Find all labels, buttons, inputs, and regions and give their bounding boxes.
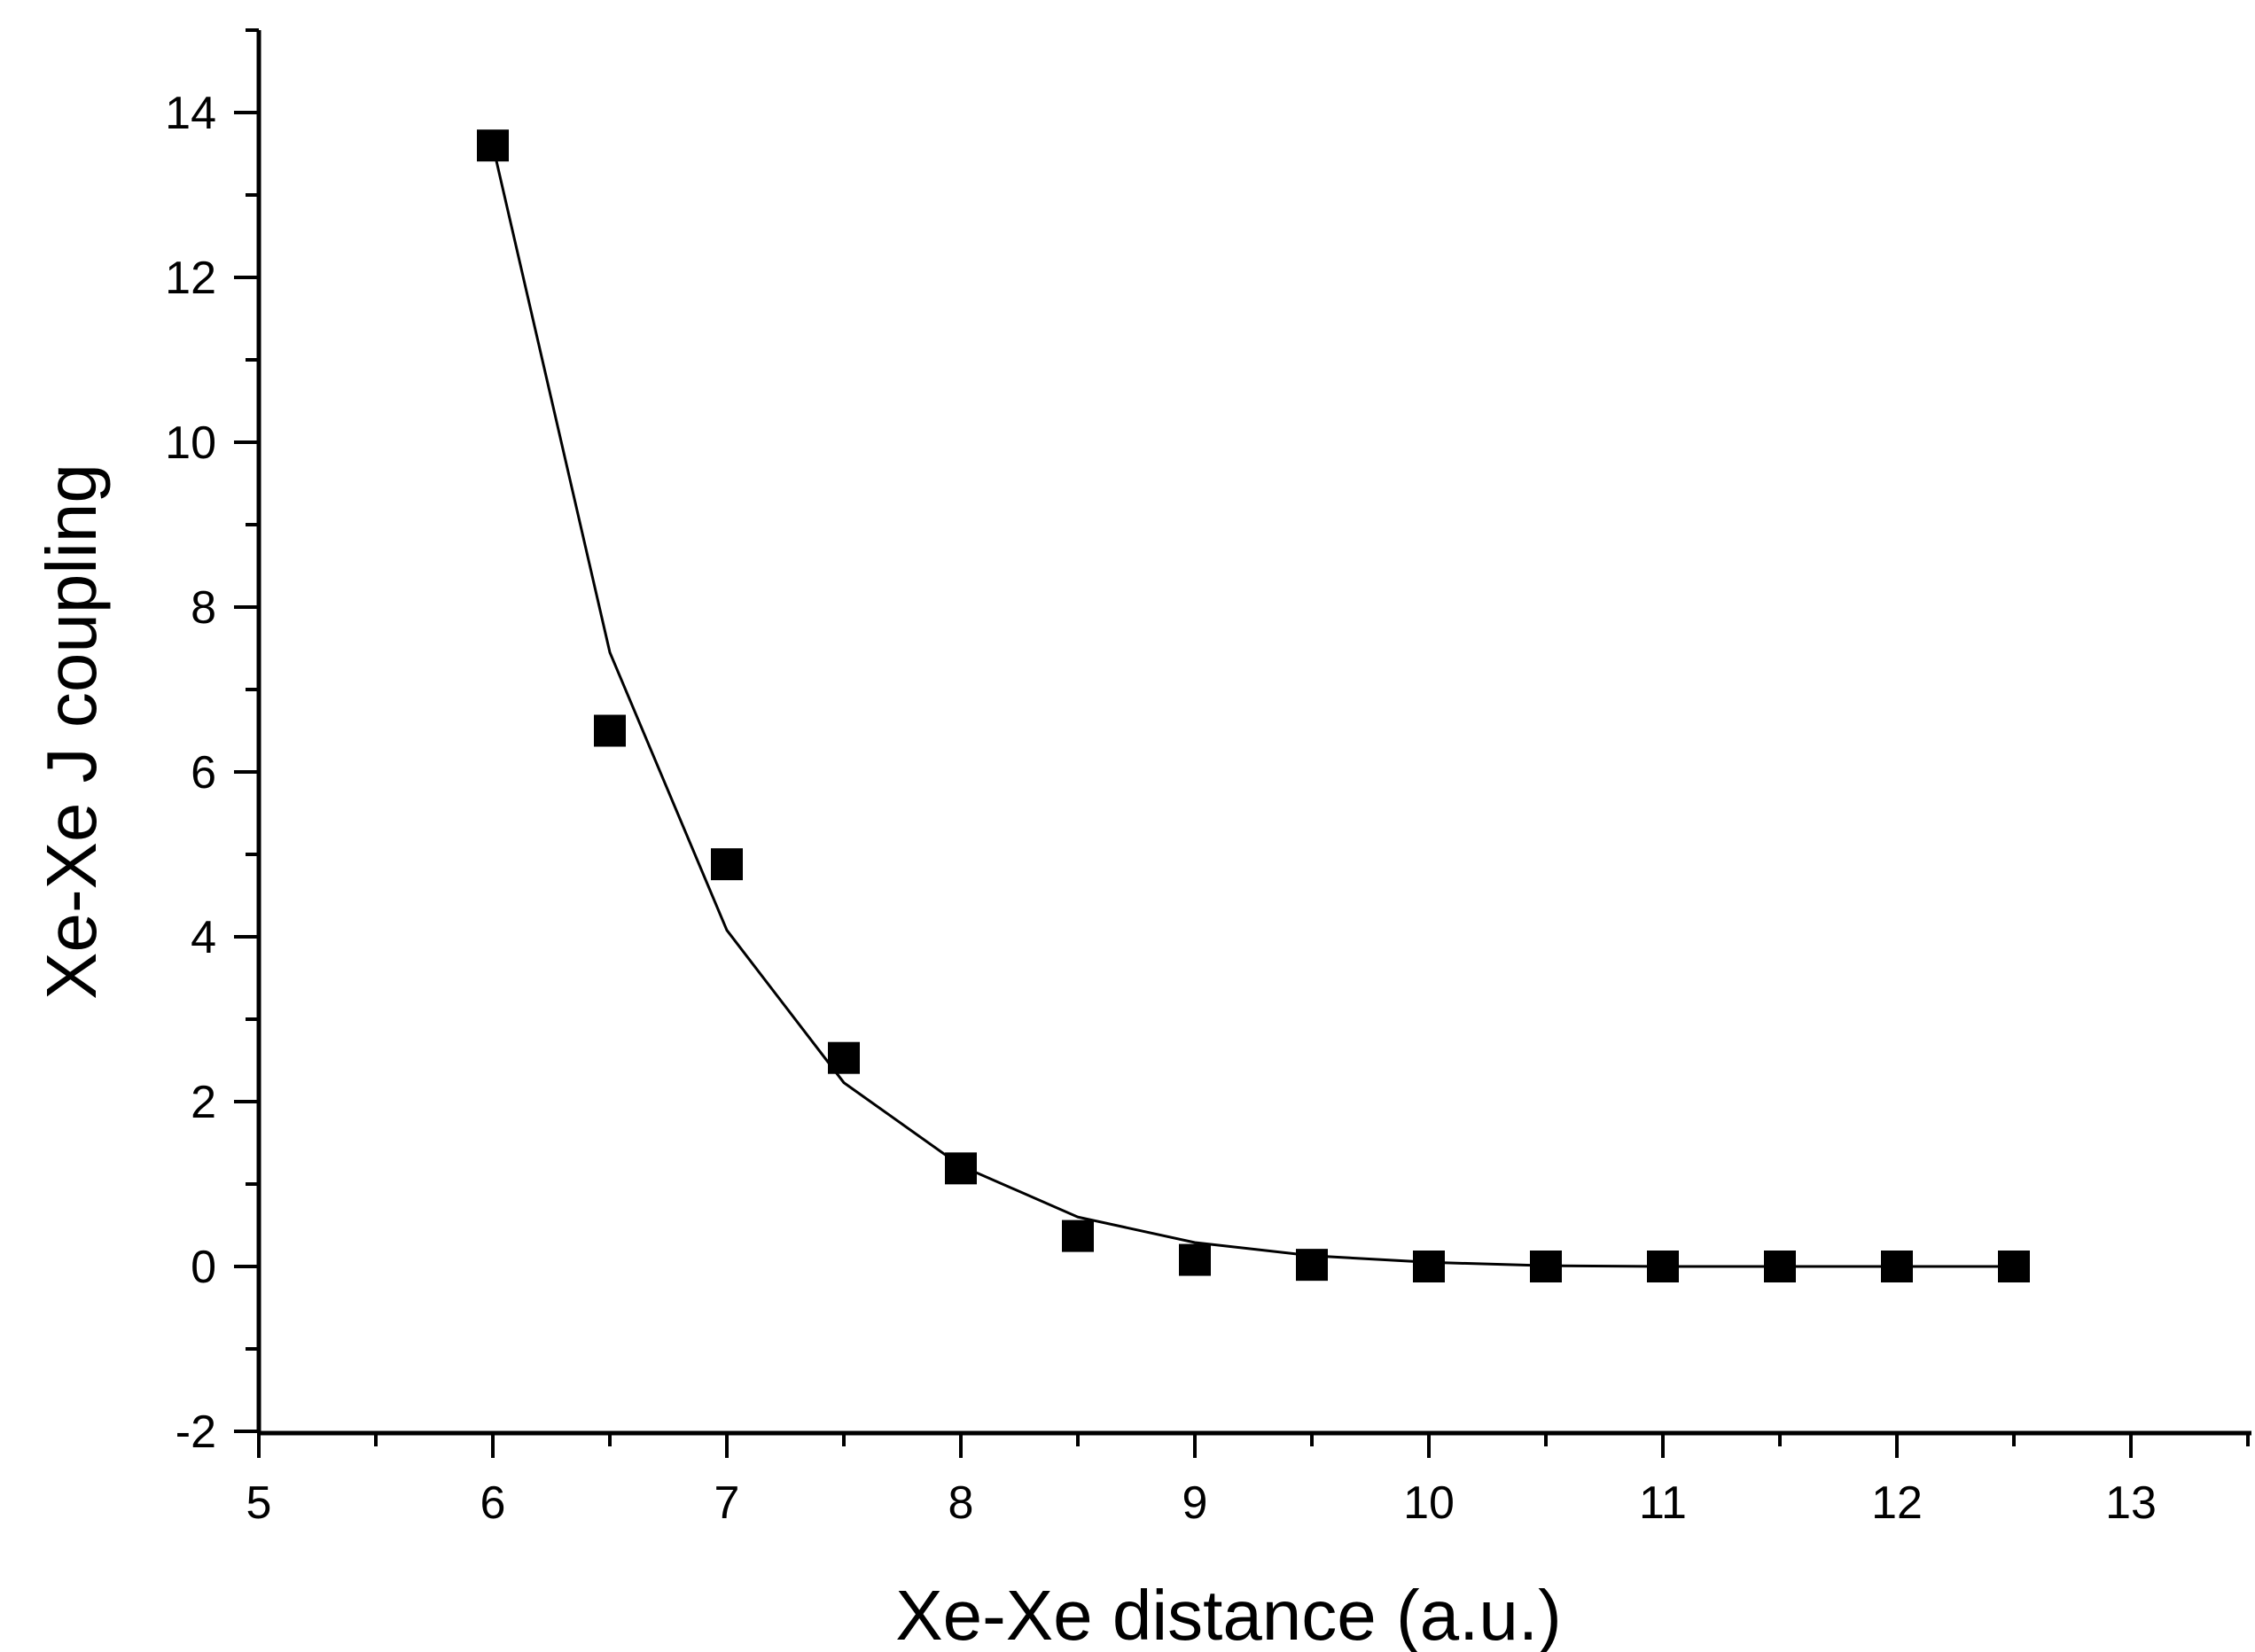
- data-point-marker: [1998, 1251, 2030, 1282]
- data-point-marker: [1764, 1251, 1796, 1282]
- x-tick-label: 13: [2105, 1477, 2157, 1529]
- y-tick-label: 8: [191, 582, 216, 634]
- y-tick-label: 12: [165, 253, 216, 304]
- y-axis-title: Xe-Xe J coupling: [32, 464, 111, 1000]
- x-tick-label: 11: [1639, 1477, 1687, 1529]
- x-tick-label: 10: [1403, 1477, 1455, 1529]
- data-point-marker: [1413, 1251, 1445, 1282]
- plot-area: [477, 129, 2030, 1282]
- data-point-marker: [1062, 1220, 1094, 1252]
- y-tick-label: 2: [191, 1077, 216, 1128]
- x-tick-label: 7: [714, 1477, 740, 1529]
- fit-curve: [491, 144, 2014, 1268]
- data-point-marker: [1179, 1243, 1211, 1276]
- data-point-marker: [594, 714, 626, 747]
- data-point-marker: [1530, 1251, 1562, 1282]
- data-point-marker: [1881, 1251, 1913, 1282]
- y-axis-ticks: -2 0 2 4 6 8 10 12 14: [165, 28, 259, 1458]
- y-tick-label: 4: [191, 912, 216, 963]
- data-point-marker: [477, 129, 509, 162]
- x-axis-title: Xe-Xe distance (a.u.): [895, 1576, 1561, 1652]
- data-point-marker: [1296, 1249, 1328, 1282]
- y-tick-label: 14: [165, 88, 216, 139]
- data-point-marker: [945, 1152, 977, 1185]
- x-tick-label: 8: [948, 1477, 974, 1529]
- y-tick-label: 0: [191, 1242, 216, 1293]
- data-point-marker: [711, 848, 743, 881]
- x-tick-label: 6: [480, 1477, 506, 1529]
- x-tick-label: 12: [1871, 1477, 1923, 1529]
- x-tick-label: 5: [246, 1477, 272, 1529]
- axes: 5 6 7 8 9 10 11 12 13 -2 0 2 4 6 8 10 12 14: [165, 28, 2251, 1529]
- data-point-marker: [1647, 1251, 1679, 1282]
- y-tick-label: 10: [165, 417, 216, 469]
- y-tick-label: -2: [176, 1407, 216, 1458]
- x-tick-label: 9: [1182, 1477, 1208, 1529]
- y-tick-label: 6: [191, 747, 216, 799]
- data-point-marker: [828, 1041, 860, 1074]
- x-axis-ticks: 5 6 7 8 9 10 11 12 13: [246, 1433, 2250, 1529]
